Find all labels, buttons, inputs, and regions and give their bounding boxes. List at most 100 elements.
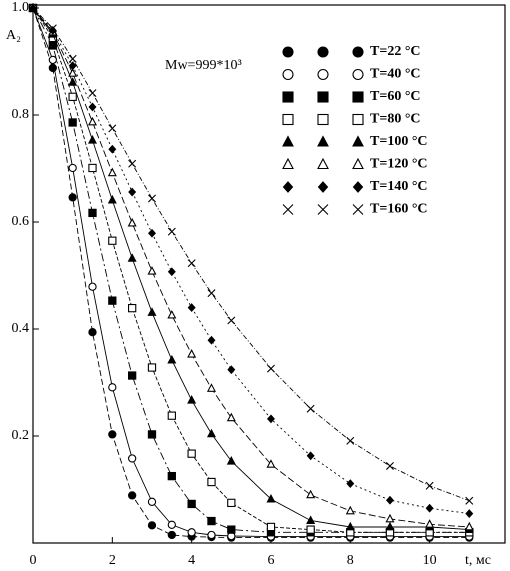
data-point	[167, 309, 177, 319]
y-tick-label: 0.2	[12, 428, 30, 443]
data-point	[147, 521, 157, 530]
x-tick-label: 6	[267, 553, 274, 568]
data-point	[465, 509, 474, 518]
data-point	[385, 461, 394, 470]
legend-marker	[282, 91, 294, 103]
legend-label: T=80 °C	[370, 112, 421, 127]
data-point	[88, 208, 97, 218]
data-point	[266, 364, 275, 373]
data-point	[187, 395, 197, 404]
data-point	[464, 521, 474, 531]
y-tick-label: 0.8	[12, 107, 30, 122]
legend-marker	[352, 113, 364, 126]
data-point	[187, 349, 197, 358]
data-point	[385, 495, 394, 505]
data-point	[68, 193, 77, 202]
data-point	[127, 253, 137, 262]
data-point	[108, 124, 117, 133]
data-point	[128, 491, 137, 500]
fit-curve	[32, 7, 470, 528]
data-point	[88, 282, 97, 291]
data-point	[48, 24, 57, 33]
data-point	[306, 451, 315, 461]
data-point	[226, 456, 236, 465]
legend-marker	[352, 68, 364, 81]
legend-marker	[352, 135, 364, 147]
data-point	[346, 436, 355, 445]
data-point	[88, 89, 97, 98]
data-point	[187, 528, 196, 537]
y-axis-label: A₂	[6, 28, 21, 43]
data-point	[266, 459, 276, 468]
data-point	[88, 328, 97, 337]
legend-label: T=160 °C	[370, 202, 428, 217]
data-point	[108, 236, 117, 245]
data-point	[167, 411, 176, 420]
legend-marker	[282, 113, 294, 126]
data-point	[48, 63, 57, 73]
data-point	[88, 102, 97, 112]
data-point	[147, 307, 157, 316]
data-point	[108, 144, 117, 154]
legend-marker	[282, 204, 294, 215]
data-point	[147, 497, 157, 506]
data-point	[68, 118, 77, 127]
legend-label: T=60 °C	[370, 89, 421, 104]
data-point	[385, 513, 395, 523]
legend-label: T=120 °C	[370, 157, 428, 172]
legend-marker	[282, 157, 294, 170]
annotation: Mw=999*10³	[165, 58, 242, 73]
data-point	[148, 228, 156, 238]
data-point	[167, 471, 176, 481]
x-tick-label: 0	[30, 553, 37, 568]
data-point	[345, 505, 355, 515]
data-point	[187, 499, 196, 509]
data-point	[465, 496, 474, 505]
legend-marker	[282, 135, 294, 147]
data-point	[345, 521, 355, 531]
y-tick-label: 0.4	[12, 321, 30, 336]
fit-curve	[32, 7, 470, 533]
data-point	[87, 135, 98, 144]
legend-marker	[352, 181, 364, 193]
legend-marker	[282, 68, 294, 81]
data-point	[207, 516, 216, 526]
legend-marker	[352, 46, 364, 58]
legend-marker	[352, 157, 364, 170]
data-point	[68, 92, 77, 101]
legend-label: T=22 °C	[370, 44, 421, 59]
legend-marker	[317, 68, 329, 81]
data-point	[425, 503, 434, 513]
legend-marker	[317, 204, 329, 215]
data-point	[227, 525, 236, 534]
data-point	[147, 430, 157, 439]
data-point	[206, 428, 216, 438]
data-point	[187, 259, 196, 268]
data-point	[127, 217, 137, 227]
data-point	[108, 383, 117, 392]
data-point	[108, 296, 117, 305]
y-tick-label: 0.6	[12, 214, 30, 229]
data-point	[68, 163, 77, 173]
data-point	[425, 481, 434, 490]
data-point	[346, 479, 355, 489]
data-point	[48, 26, 57, 35]
data-point	[306, 525, 315, 534]
fit-curve	[32, 7, 470, 533]
data-point	[167, 530, 176, 540]
data-point	[227, 498, 236, 508]
fit-curve	[32, 7, 470, 538]
x-tick-label: 8	[347, 553, 354, 568]
data-point	[207, 477, 216, 487]
x-tick-label: 4	[188, 553, 195, 568]
data-point	[128, 303, 137, 313]
data-point	[167, 520, 176, 529]
data-point	[88, 163, 97, 173]
legend-marker	[282, 46, 294, 58]
data-point	[266, 414, 275, 424]
legend-marker	[317, 181, 329, 193]
x-tick-label: 2	[109, 553, 116, 568]
data-point	[187, 449, 196, 458]
data-point	[108, 430, 117, 439]
data-point	[306, 489, 316, 499]
